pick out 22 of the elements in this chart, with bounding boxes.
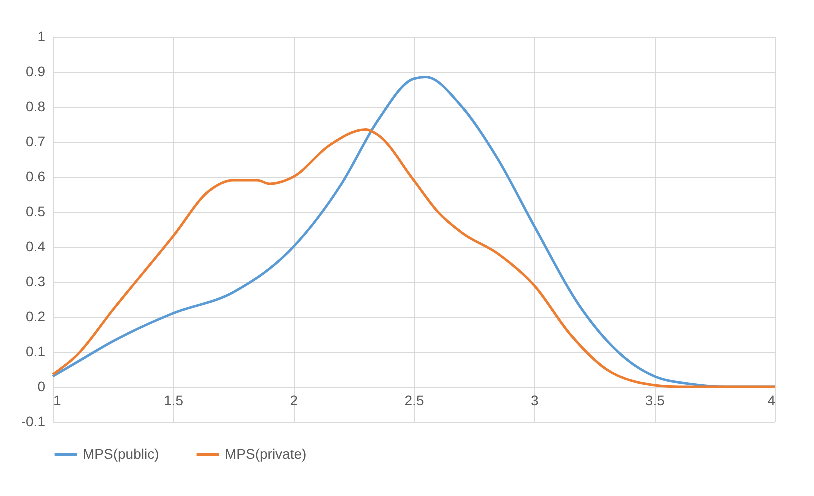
x-tick-label: 2.5 xyxy=(404,392,424,408)
y-tick-label: 0.3 xyxy=(26,274,46,290)
y-tick-label: 0.7 xyxy=(26,134,46,150)
legend-label: MPS(public) xyxy=(83,446,160,462)
y-tick-label: 0.5 xyxy=(26,204,46,220)
x-tick-label: 3.5 xyxy=(645,392,666,408)
y-tick-label: 1 xyxy=(38,28,46,44)
y-tick-label: 0.8 xyxy=(26,98,46,114)
x-tick-label: 4 xyxy=(768,392,776,408)
x-tick-label: 2 xyxy=(290,392,298,408)
x-tick-label: 1 xyxy=(54,392,62,408)
y-tick-label: 0.2 xyxy=(26,308,46,324)
y-tick-label: -0.1 xyxy=(21,414,46,430)
legend-label: MPS(private) xyxy=(225,446,307,462)
x-tick-label: 1.5 xyxy=(164,392,184,408)
y-tick-label: 0.6 xyxy=(26,168,46,184)
line-series xyxy=(52,128,776,388)
y-tick-label: 0.9 xyxy=(26,64,46,80)
y-tick-label: 0.4 xyxy=(26,238,46,254)
y-tick-label: 0.1 xyxy=(26,344,46,360)
x-tick-label: 3 xyxy=(530,392,539,408)
y-tick-label: 0 xyxy=(38,378,46,394)
